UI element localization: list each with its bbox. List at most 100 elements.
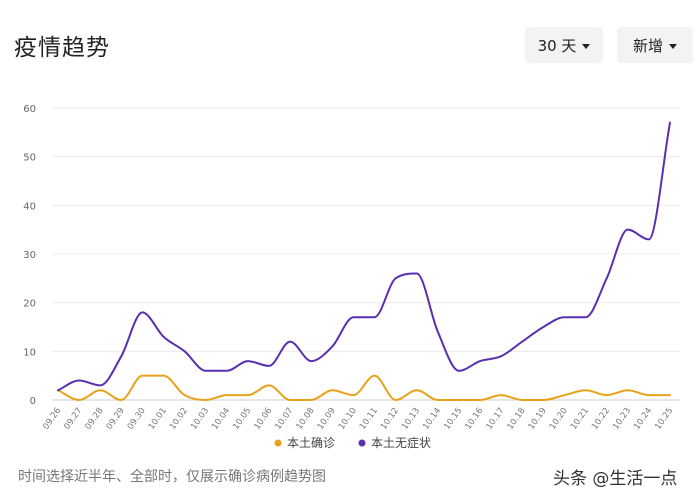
watermark: 头条 @生活一点 <box>553 469 678 489</box>
data-point <box>99 384 101 386</box>
series-line-0 <box>57 374 671 401</box>
x-tick-label: 10.07 <box>273 406 295 432</box>
data-point <box>479 360 481 362</box>
x-tick-label: 09.28 <box>84 406 106 432</box>
data-point <box>437 331 439 333</box>
page-title: 疫情趋势 <box>14 35 110 61</box>
x-tick-label: 10.15 <box>442 406 464 432</box>
data-point <box>289 340 291 342</box>
data-point <box>352 394 354 396</box>
data-point <box>162 374 164 376</box>
x-tick-label: 10.01 <box>147 406 169 432</box>
data-point <box>542 399 544 401</box>
x-tick-label: 10.16 <box>463 406 485 432</box>
data-point <box>289 399 291 401</box>
data-point <box>183 394 185 396</box>
days-range-label: 30 天 <box>537 36 577 55</box>
y-tick-label: 50 <box>23 153 36 164</box>
x-tick-label: 09.27 <box>62 406 84 432</box>
x-tick-label: 10.21 <box>569 406 591 432</box>
caret-down-icon <box>669 43 677 49</box>
data-point <box>521 399 523 401</box>
x-tick-label: 10.23 <box>611 406 633 432</box>
data-point <box>458 370 460 372</box>
x-tick-label: 09.26 <box>41 406 63 432</box>
caret-down-icon <box>582 43 591 49</box>
x-tick-label: 10.04 <box>210 406 232 432</box>
data-point <box>162 336 164 338</box>
data-point <box>605 277 607 279</box>
y-tick-label: 40 <box>23 201 36 212</box>
data-point <box>78 379 80 381</box>
data-point <box>542 326 544 328</box>
data-point <box>57 389 59 391</box>
data-point <box>373 316 375 318</box>
data-point <box>141 374 143 376</box>
x-tick-label: 10.08 <box>295 406 317 432</box>
y-tick-label: 30 <box>23 250 36 261</box>
x-tick-label: 10.17 <box>484 406 506 432</box>
data-point <box>268 365 270 367</box>
data-point <box>584 316 586 318</box>
data-point <box>310 399 312 401</box>
data-point <box>205 370 207 372</box>
data-point <box>416 272 418 274</box>
x-tick-label: 09.30 <box>126 406 148 432</box>
data-point <box>669 394 671 396</box>
y-tick-label: 20 <box>23 299 36 310</box>
data-point <box>627 389 629 391</box>
x-tick-label: 10.02 <box>168 406 190 432</box>
data-point <box>247 394 249 396</box>
data-point <box>394 277 396 279</box>
x-tick-label: 10.22 <box>590 406 612 432</box>
data-point <box>99 389 101 391</box>
data-point <box>605 394 607 396</box>
x-tick-label: 10.14 <box>421 406 443 432</box>
series-line-1 <box>57 121 671 392</box>
metric-dropdown[interactable]: 新增 <box>617 27 693 63</box>
data-point <box>500 394 502 396</box>
data-point <box>205 399 207 401</box>
data-point <box>268 384 270 386</box>
footnote: 时间选择近半年、全部时，仅展示确诊病例趋势图 <box>18 469 326 485</box>
data-point <box>648 394 650 396</box>
data-point <box>352 316 354 318</box>
data-point <box>669 121 671 123</box>
x-tick-label: 10.09 <box>316 406 338 432</box>
data-point <box>120 355 122 357</box>
x-tick-label: 10.05 <box>231 406 253 432</box>
data-point <box>226 370 228 372</box>
data-point <box>437 399 439 401</box>
data-point <box>648 238 650 240</box>
metric-label: 新增 <box>632 36 663 55</box>
data-point <box>458 399 460 401</box>
y-tick-label: 60 <box>23 104 36 115</box>
y-tick-label: 0 <box>30 396 36 407</box>
data-point <box>500 355 502 357</box>
x-tick-label: 10.06 <box>252 406 274 432</box>
x-tick-label: 10.18 <box>506 406 528 432</box>
data-point <box>416 389 418 391</box>
data-point <box>331 345 333 347</box>
data-point <box>226 394 228 396</box>
data-point <box>563 316 565 318</box>
data-point <box>247 360 249 362</box>
legend-label[interactable]: 本土无症状 <box>371 435 431 450</box>
legend-label[interactable]: 本土确诊 <box>287 436 335 450</box>
data-point <box>479 399 481 401</box>
data-point <box>584 389 586 391</box>
x-tick-label: 10.13 <box>400 406 422 432</box>
legend-marker <box>274 439 282 447</box>
y-tick-label: 10 <box>23 347 36 358</box>
data-point <box>394 399 396 401</box>
x-tick-label: 10.24 <box>632 406 654 432</box>
x-tick-label: 10.11 <box>358 406 380 432</box>
x-tick-label: 10.19 <box>527 406 549 432</box>
x-tick-label: 10.12 <box>379 406 401 432</box>
days-range-dropdown[interactable]: 30 天 <box>525 27 603 63</box>
trend-line-chart: 010203040506009.2609.2709.2809.2909.3010… <box>23 104 680 450</box>
data-point <box>120 399 122 401</box>
data-point <box>331 389 333 391</box>
data-point <box>563 394 565 396</box>
